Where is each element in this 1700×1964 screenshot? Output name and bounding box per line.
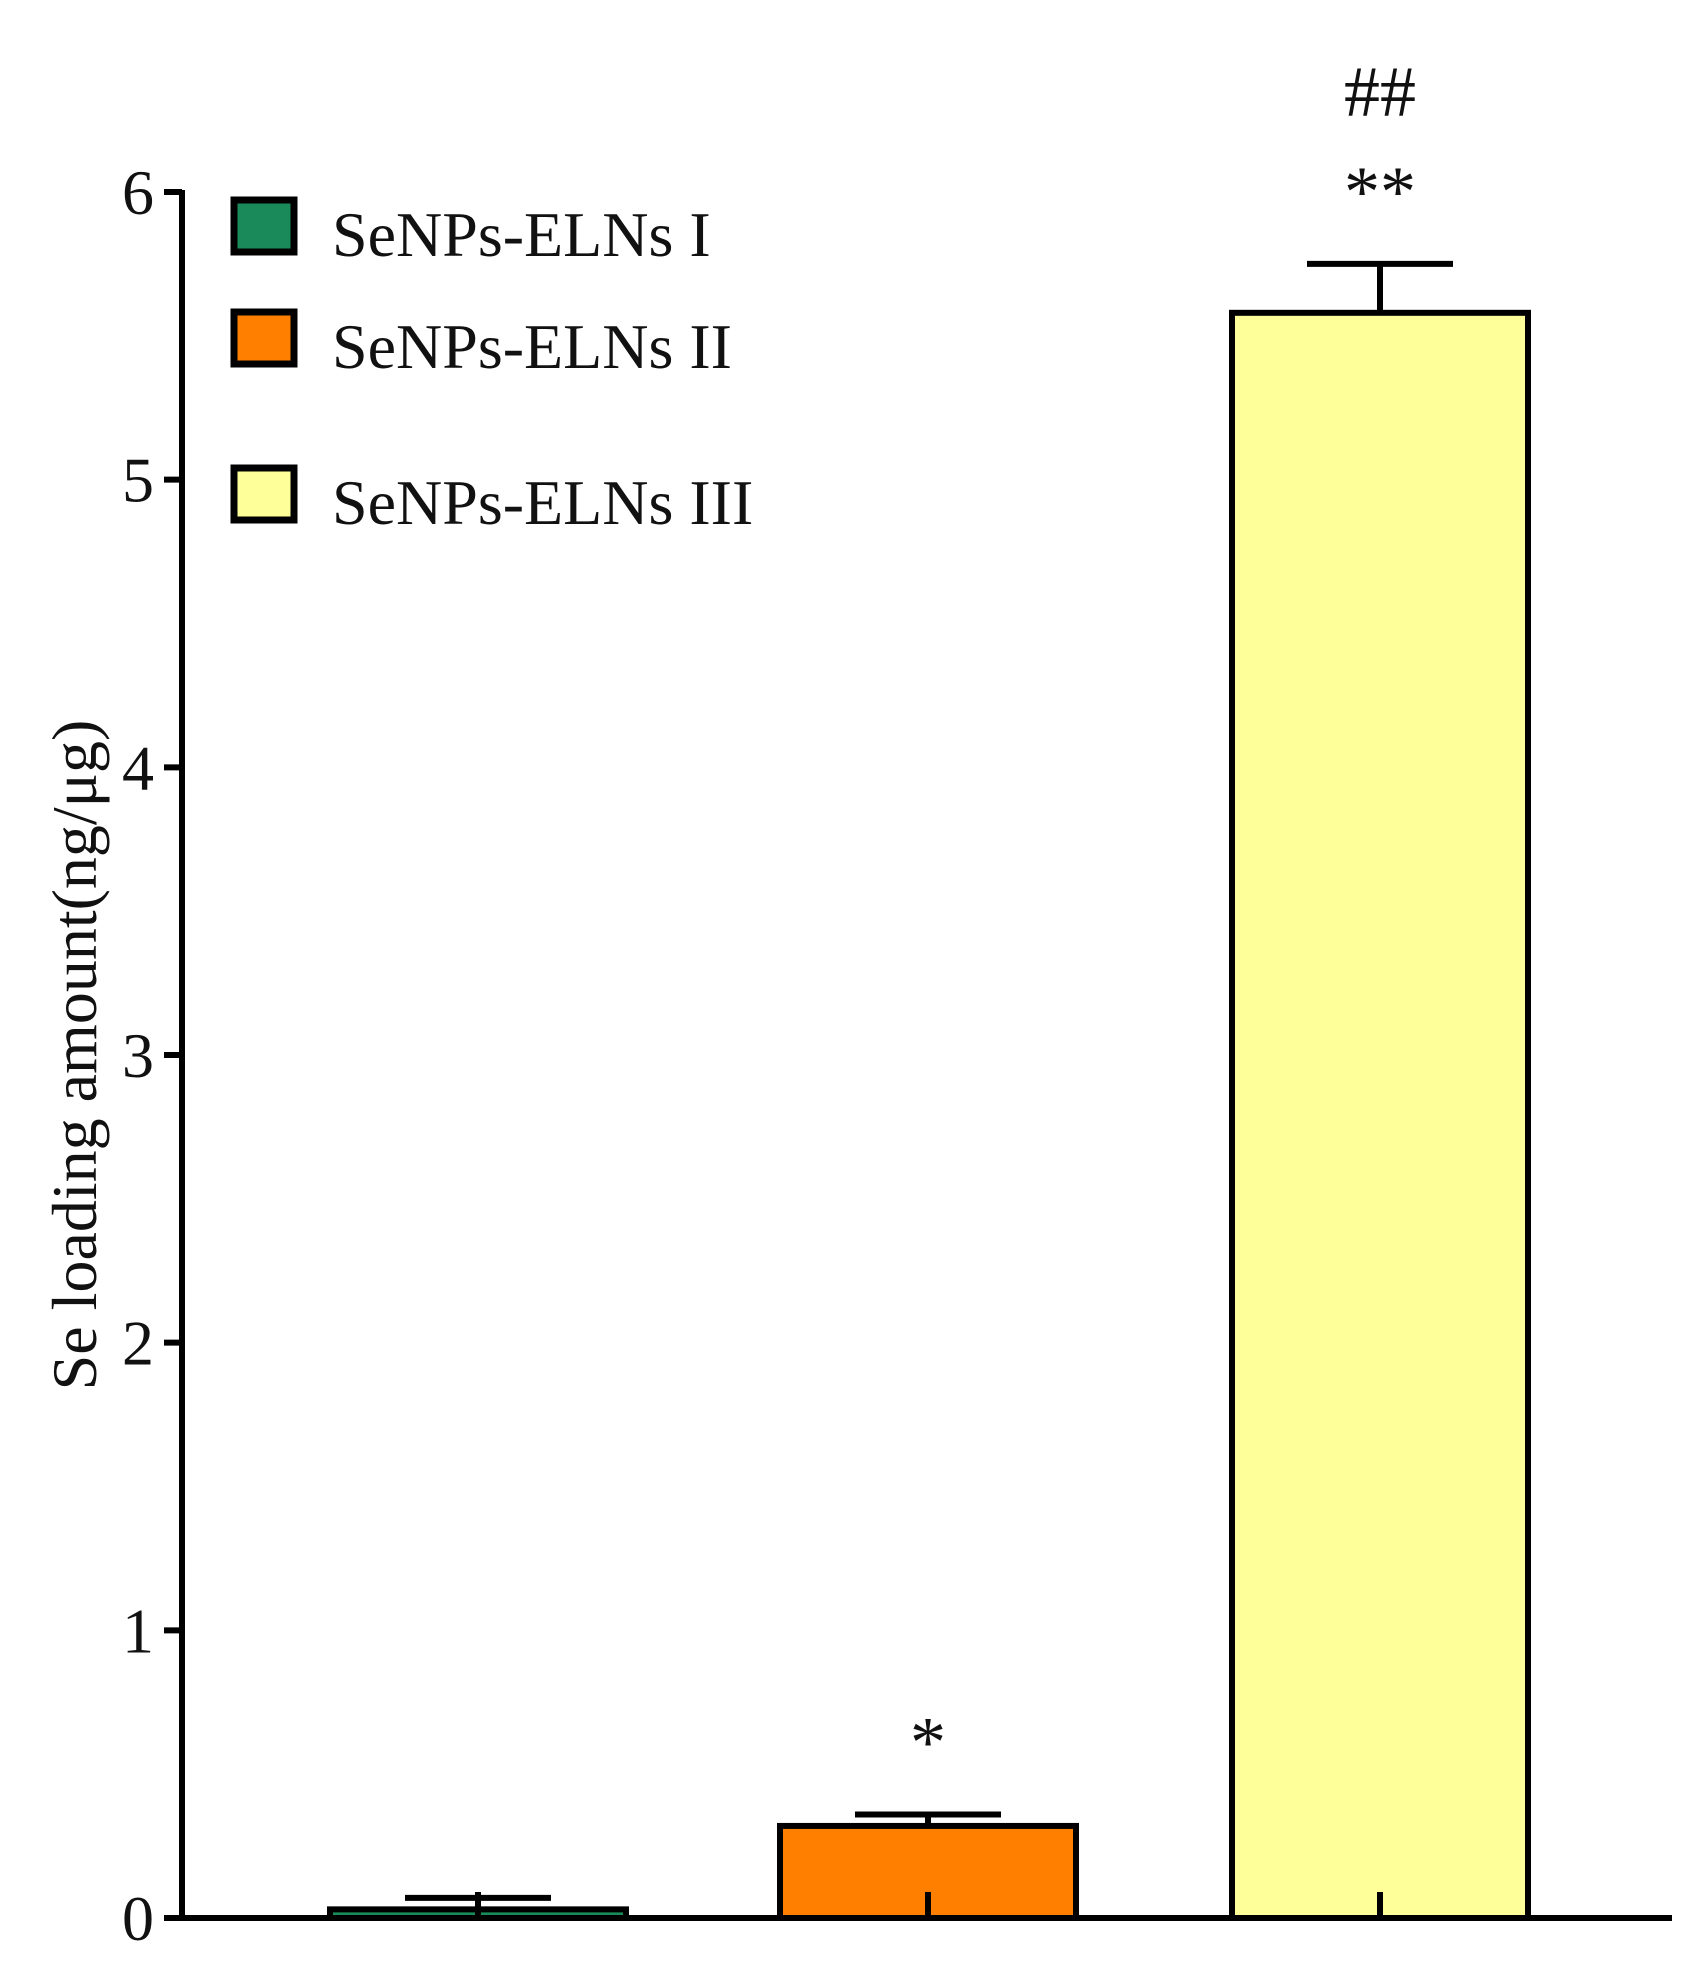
bars	[327, 309, 1531, 1922]
significance-annotations: ***##	[910, 52, 1416, 1783]
y-tick-label-5: 5	[122, 445, 154, 516]
y-tick-label-3: 3	[122, 1020, 154, 1091]
y-tick-label-1: 1	[122, 1595, 154, 1666]
legend-swatch-3	[230, 464, 298, 524]
y-tick-label-2: 2	[122, 1308, 154, 1379]
annotation-2: *	[910, 1702, 946, 1782]
y-tick-label-4: 4	[122, 732, 154, 803]
error-bars	[405, 260, 1453, 1918]
legend-swatch-1	[230, 196, 298, 256]
legend: SeNPs-ELNs I SeNPs-ELNs II SeNPs-ELNs III	[230, 196, 753, 538]
y-tick-label-0: 0	[122, 1883, 154, 1954]
legend-label-3: SeNPs-ELNs III	[332, 467, 753, 538]
bar-3	[1229, 309, 1531, 1922]
annotation-3-secondary: ##	[1344, 52, 1416, 132]
annotation-3: **	[1344, 152, 1416, 232]
y-tick-label-6: 6	[122, 157, 154, 228]
y-axis-title: Se loading amount(ng/μg)	[39, 720, 110, 1391]
legend-label-1: SeNPs-ELNs I	[332, 199, 711, 270]
legend-swatch-2	[230, 308, 298, 368]
legend-label-2: SeNPs-ELNs II	[332, 311, 732, 382]
